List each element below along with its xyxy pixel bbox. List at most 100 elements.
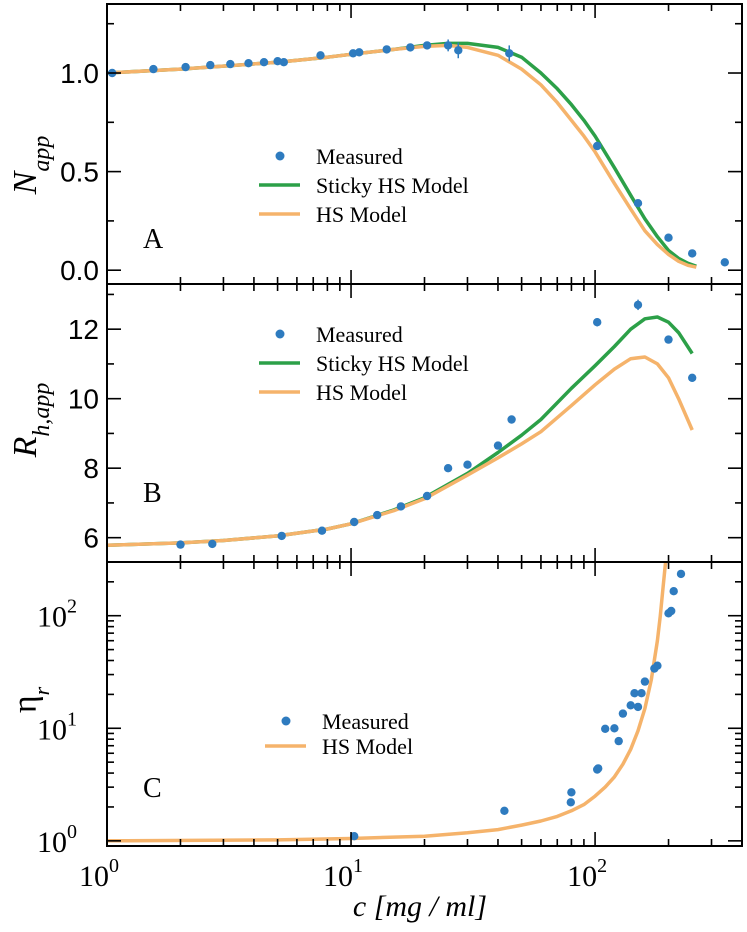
x-tick-label-exp: 2 <box>597 855 607 877</box>
y-axis-label-main: η <box>7 695 44 713</box>
panel-c-frame <box>106 561 743 847</box>
panel-a: 0.0 0.5 1.0 Measured Sticky HS Model HS Mode… <box>7 4 743 286</box>
y-tick-label: 6 <box>83 523 99 554</box>
data-point <box>593 141 602 151</box>
data-point <box>669 587 678 596</box>
y-tick-label: 12 <box>68 314 99 345</box>
y-tick-label: 101 <box>37 708 77 746</box>
data-point <box>593 318 602 327</box>
legend-marker-measured <box>281 716 291 726</box>
y-tick-label: 10 <box>68 384 99 415</box>
data-point <box>610 724 619 733</box>
y-tick-label: 0.0 <box>60 255 99 286</box>
y-tick-label-exp: 1 <box>67 708 77 730</box>
panel-letter-a: A <box>143 224 164 255</box>
y-axis-label-sub: h,app <box>29 383 55 437</box>
series-line-hs-model <box>107 355 694 548</box>
y-axis-label-sub: r <box>29 686 54 695</box>
data-point <box>443 41 453 50</box>
data-point <box>382 45 391 54</box>
data-point <box>373 510 382 520</box>
data-point <box>273 57 282 66</box>
data-point <box>406 43 415 52</box>
data-point <box>176 540 185 549</box>
data-point <box>317 526 327 535</box>
data-point <box>640 677 650 686</box>
x-axis-ticks: 100 101 102 <box>79 855 607 893</box>
y-tick-label: 102 <box>37 596 77 634</box>
data-point <box>208 539 217 549</box>
data-point <box>566 798 575 807</box>
legend-label: Measured <box>316 144 403 169</box>
data-point <box>633 300 643 310</box>
data-point <box>493 441 503 450</box>
data-point <box>350 832 359 841</box>
x-tick-label-exp: 0 <box>109 855 119 877</box>
y-tick-label: 1.0 <box>60 58 99 89</box>
y-tick-label-exp: 0 <box>67 821 77 843</box>
legend-label: Sticky HS Model <box>316 173 469 198</box>
y-axis-label-a: Napp <box>7 136 55 196</box>
data-point <box>422 491 432 501</box>
legend-marker-measured <box>275 329 285 339</box>
y-axis-label-main: R <box>7 436 44 458</box>
y-axis-label-main: N <box>7 169 44 195</box>
x-tick-label-exp: 1 <box>353 855 363 877</box>
data-point <box>614 736 623 746</box>
data-point <box>149 64 158 74</box>
y-tick-label-exp: 2 <box>67 596 77 618</box>
data-point <box>664 335 673 344</box>
data-point <box>181 62 190 72</box>
data-point <box>667 606 676 616</box>
data-point <box>633 702 643 712</box>
x-tick-label: 102 <box>567 855 607 893</box>
data-point <box>226 59 235 69</box>
data-point <box>244 59 253 68</box>
y-tick-label: 0.5 <box>60 157 99 188</box>
data-point <box>626 701 635 710</box>
data-point <box>507 415 516 424</box>
x-tick-label: 100 <box>79 855 119 893</box>
data-point <box>633 199 643 208</box>
data-point <box>688 373 697 382</box>
data-point <box>206 60 215 70</box>
x-tick-label: 101 <box>323 855 363 893</box>
data-point <box>688 249 697 258</box>
data-point <box>500 806 509 815</box>
series-line-hs-model <box>107 43 697 269</box>
data-point <box>637 689 646 698</box>
data-point <box>443 464 453 473</box>
data-point <box>277 531 286 541</box>
y-axis-label-sub: app <box>29 136 55 172</box>
data-point <box>350 517 359 527</box>
data-point <box>653 661 662 670</box>
data-point <box>567 788 576 797</box>
data-point <box>316 51 325 60</box>
x-tick-label-base: 10 <box>79 860 109 893</box>
legend-label: HS Model <box>322 734 413 759</box>
legend-label: HS Model <box>316 202 407 227</box>
data-point <box>396 502 406 511</box>
y-tick-label-base: 10 <box>37 601 67 634</box>
data-point <box>601 724 610 733</box>
panel-b-frame <box>106 283 743 563</box>
panel-b: 6 8 10 12 Measured Sticky HS Model HS Model B… <box>7 284 743 562</box>
x-tick-label-base: 10 <box>567 860 597 893</box>
data-point <box>454 46 463 55</box>
y-axis-label-c: ηr <box>7 686 54 713</box>
data-point <box>594 764 603 773</box>
y-tick-label-base: 10 <box>37 713 67 746</box>
data-point <box>279 58 288 67</box>
data-point <box>676 569 686 579</box>
data-point <box>259 58 269 67</box>
data-point <box>355 48 364 57</box>
data-point <box>664 233 673 242</box>
y-tick-label-base: 10 <box>37 826 67 859</box>
legend-label: Measured <box>316 322 403 347</box>
y-tick-label: 100 <box>37 821 77 859</box>
legend-marker-measured <box>275 151 285 161</box>
data-point <box>505 49 514 58</box>
data-point <box>422 41 432 50</box>
